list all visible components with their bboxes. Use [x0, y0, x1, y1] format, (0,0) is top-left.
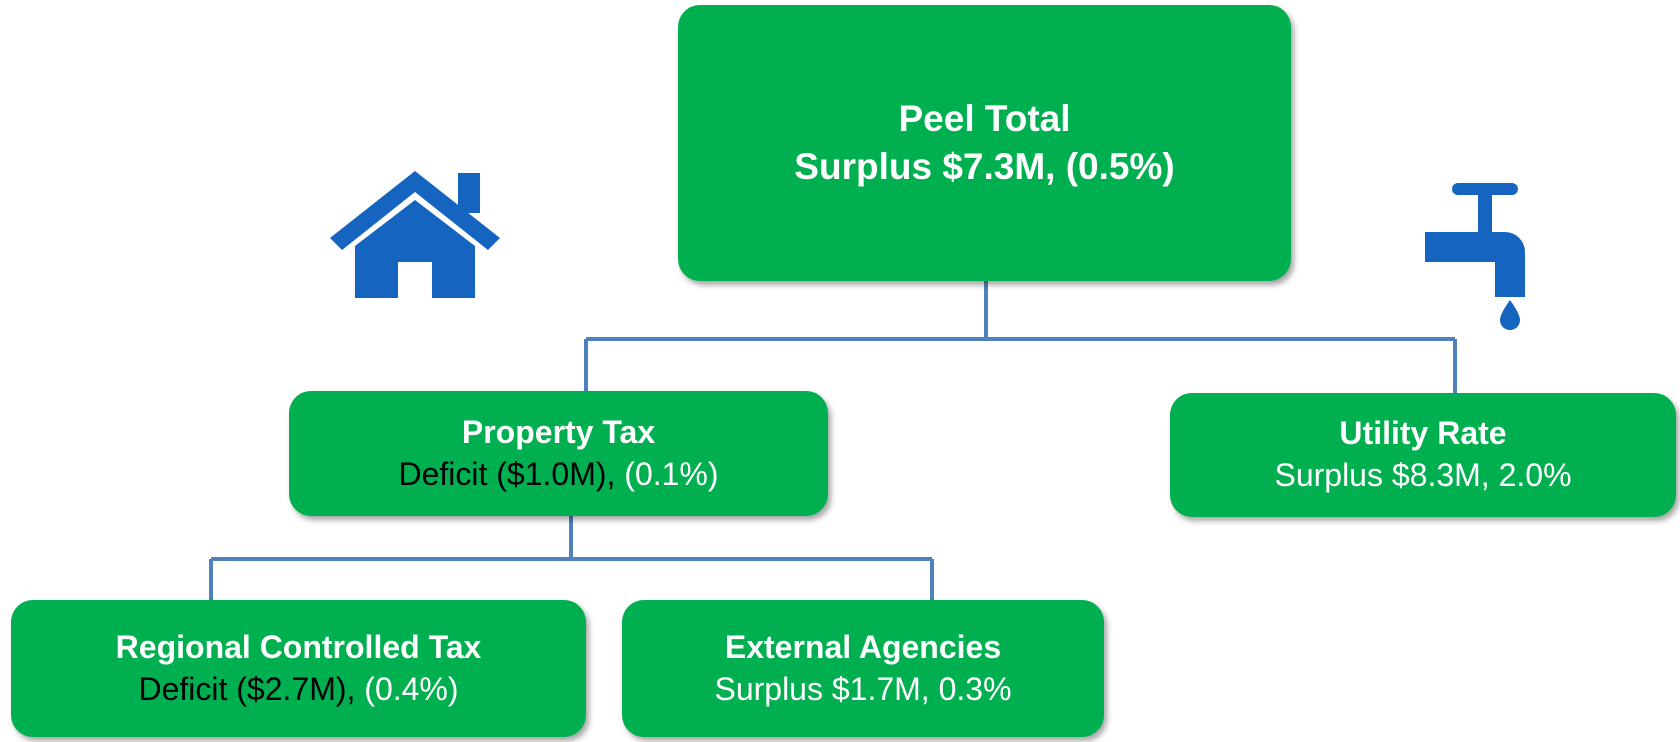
node-value: Deficit ($1.0M), (0.1%)	[398, 454, 718, 496]
node-value: Surplus $8.3M, 2.0%	[1274, 457, 1572, 493]
faucet-icon	[1425, 183, 1525, 330]
connector	[584, 281, 1457, 393]
value-part: Deficit ($2.7M),	[138, 670, 356, 707]
node-label: Peel Total	[898, 97, 1071, 139]
node: Regional Controlled Tax Deficit ($2.7M),…	[11, 600, 586, 737]
node: Peel Total Surplus $7.3M, (0.5%)	[678, 5, 1291, 281]
node-label: Utility Rate	[1339, 415, 1507, 452]
node: Utility Rate Surplus $8.3M, 2.0%	[1170, 393, 1676, 517]
house-icon	[330, 171, 500, 298]
connector	[209, 516, 934, 600]
node-label: External Agencies	[724, 628, 1002, 665]
node-label: Regional Controlled Tax	[115, 628, 482, 665]
value-part: (0.4%)	[364, 670, 459, 707]
value-part: (0.1%)	[624, 455, 719, 492]
node-value: Deficit ($2.7M), (0.4%)	[138, 669, 458, 711]
node: Property Tax Deficit ($1.0M), (0.1%)	[289, 391, 828, 516]
node-value: Surplus $1.7M, 0.3%	[714, 670, 1012, 707]
node: External Agencies Surplus $1.7M, 0.3%	[622, 600, 1104, 737]
value-part: Deficit ($1.0M),	[398, 455, 616, 492]
node-label: Property Tax	[461, 413, 656, 450]
node-value: Surplus $7.3M, (0.5%)	[794, 146, 1175, 187]
